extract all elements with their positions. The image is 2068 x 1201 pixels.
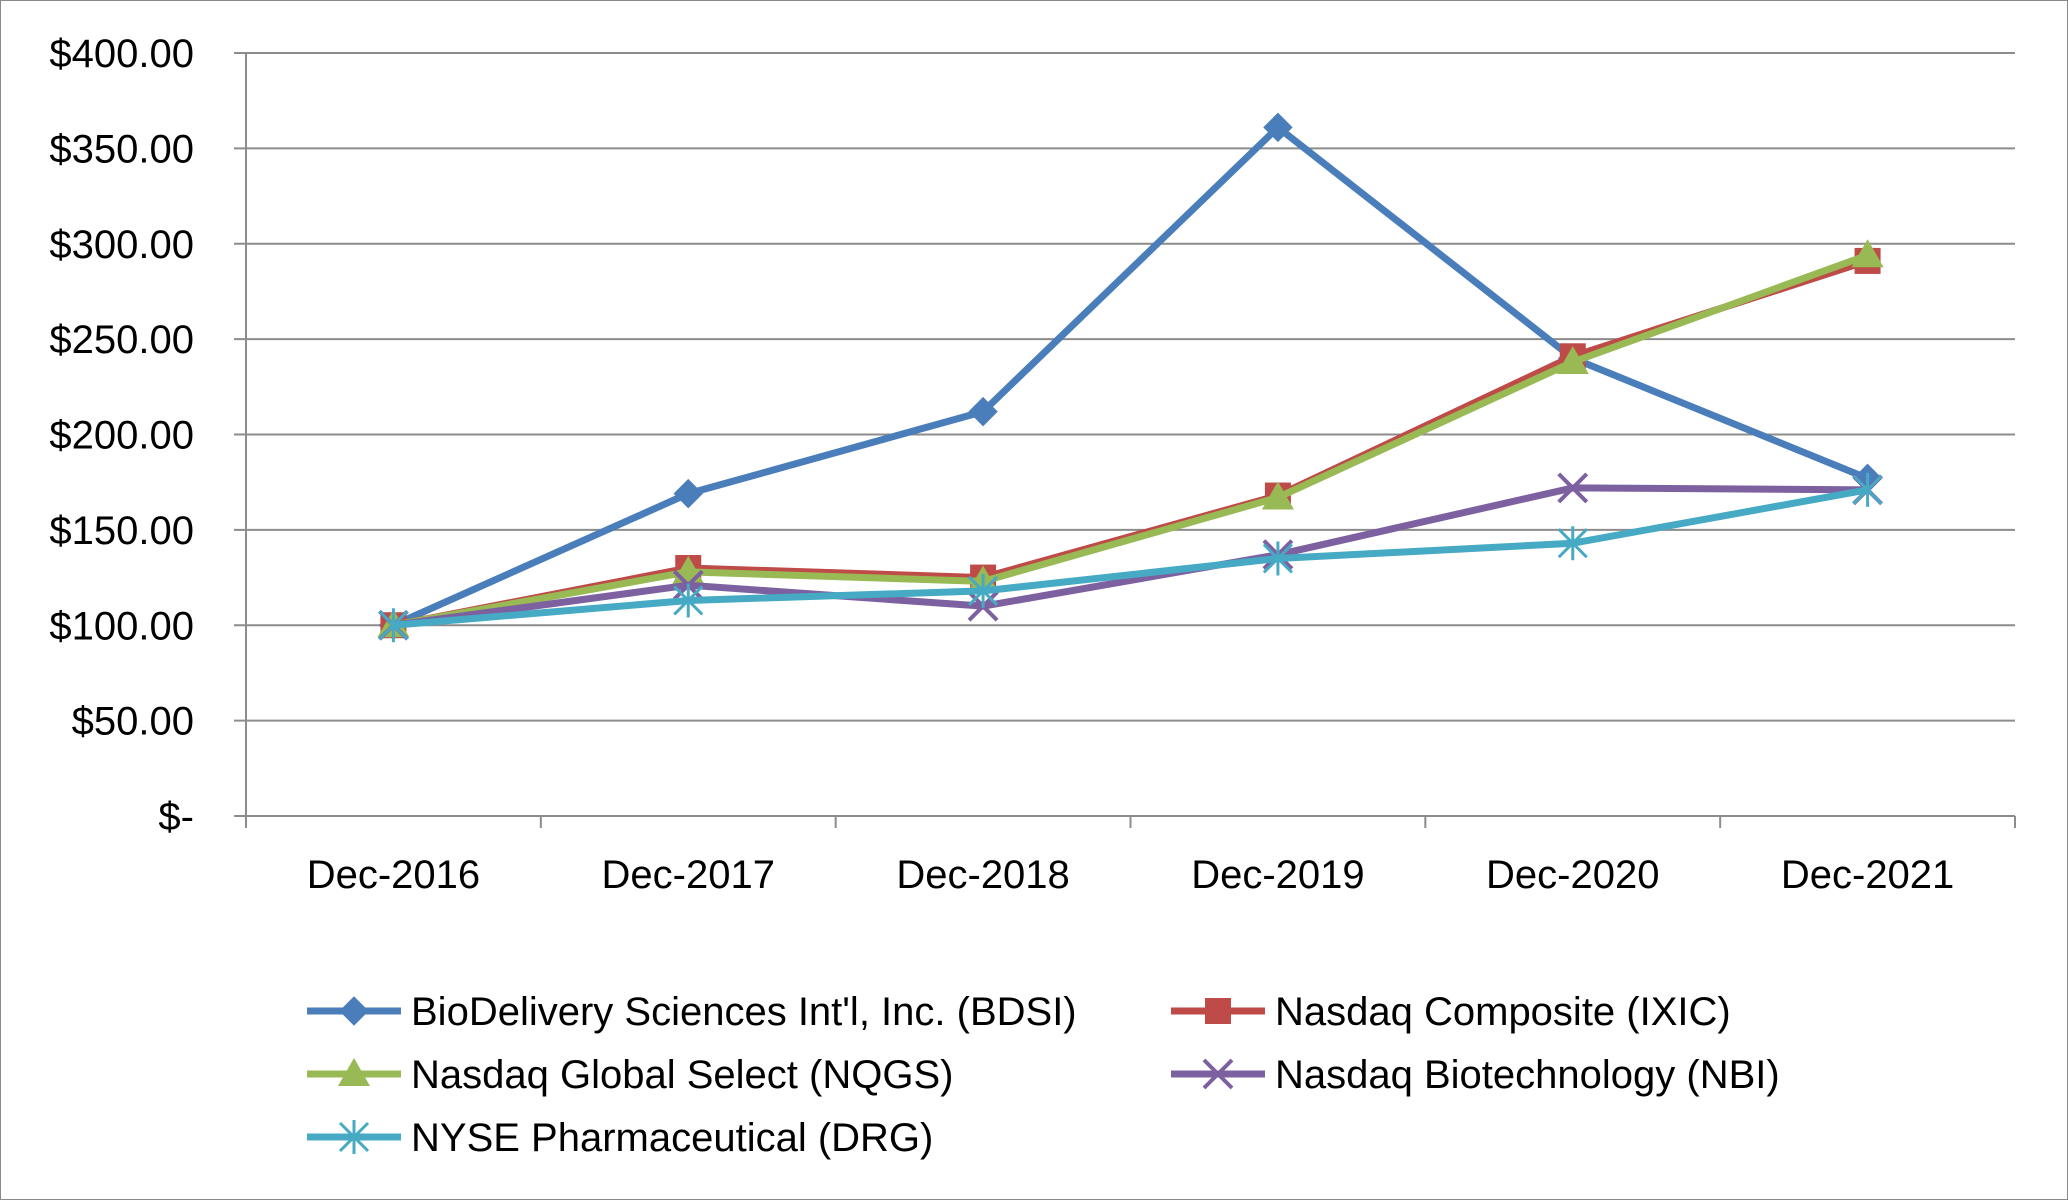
legend-marker — [339, 996, 369, 1026]
legend-label: BioDelivery Sciences Int'l, Inc. (BDSI) — [411, 990, 1077, 1034]
x-tick-label: Dec-2017 — [602, 853, 775, 897]
data-point — [968, 396, 998, 427]
y-tick-label: $- — [158, 795, 194, 839]
series-0 — [378, 112, 1883, 640]
legend-label: Nasdaq Biotechnology (NBI) — [1275, 1053, 1780, 1097]
axes: $- $50.00 $100.00 $150.00 $200.00 $250.00 $300… — [49, 32, 2016, 897]
legend-marker — [1202, 1058, 1234, 1090]
data-point — [1851, 239, 1884, 268]
y-tick-label: $400.00 — [49, 32, 194, 76]
legend-marker — [338, 1120, 370, 1154]
x-tick-label: Dec-2021 — [1781, 853, 1954, 897]
x-tick-label: Dec-2020 — [1486, 853, 1659, 897]
y-tick-label: $100.00 — [49, 604, 194, 648]
legend-label: NYSE Pharmaceutical (DRG) — [411, 1116, 933, 1160]
y-tick-label: $50.00 — [72, 700, 194, 744]
data-point — [1557, 526, 1588, 561]
legend-label: Nasdaq Composite (IXIC) — [1275, 990, 1731, 1034]
legend-marker — [338, 1058, 370, 1086]
series-line — [389, 251, 1872, 629]
data-point — [1263, 112, 1293, 143]
x-tick-label: Dec-2016 — [307, 853, 480, 897]
data-point — [1261, 481, 1294, 510]
legend-item: Nasdaq Composite (IXIC) — [1171, 990, 1731, 1034]
data-point — [1262, 541, 1293, 576]
y-tick-label: $150.00 — [49, 509, 194, 553]
legend-item: Nasdaq Global Select (NQGS) — [307, 1053, 953, 1097]
legend: BioDelivery Sciences Int'l, Inc. (BDSI) N… — [307, 990, 1780, 1160]
legend-marker — [1205, 998, 1231, 1024]
data-point — [1556, 346, 1589, 375]
marker-stroke — [1557, 472, 1589, 504]
legend-item: Nasdaq Biotechnology (NBI) — [1171, 1053, 1780, 1097]
marker-stroke — [1202, 1058, 1234, 1090]
y-tick-label: $250.00 — [49, 318, 194, 362]
data-point — [1557, 472, 1589, 504]
data-point — [673, 583, 704, 618]
legend-item: NYSE Pharmaceutical (DRG) — [307, 1116, 933, 1160]
gridlines — [246, 52, 2015, 722]
x-tick-label: Dec-2018 — [896, 853, 1069, 897]
data-point — [968, 573, 999, 608]
legend-label: Nasdaq Global Select (NQGS) — [411, 1053, 953, 1097]
data-point — [1852, 472, 1883, 507]
data-point — [378, 608, 409, 643]
series-3 — [378, 472, 1883, 641]
y-tick-label: $300.00 — [49, 223, 194, 267]
data-point — [673, 478, 703, 509]
x-tick-label: Dec-2019 — [1191, 853, 1364, 897]
series-line — [389, 486, 1872, 629]
series-lines — [377, 112, 1884, 643]
legend-item: BioDelivery Sciences Int'l, Inc. (BDSI) — [307, 990, 1077, 1034]
series-4 — [378, 472, 1883, 643]
y-tick-label: $200.00 — [49, 414, 194, 458]
series-line — [389, 484, 1872, 629]
series-line — [389, 257, 1872, 629]
series-line — [389, 123, 1872, 629]
y-tick-label: $350.00 — [49, 127, 194, 171]
